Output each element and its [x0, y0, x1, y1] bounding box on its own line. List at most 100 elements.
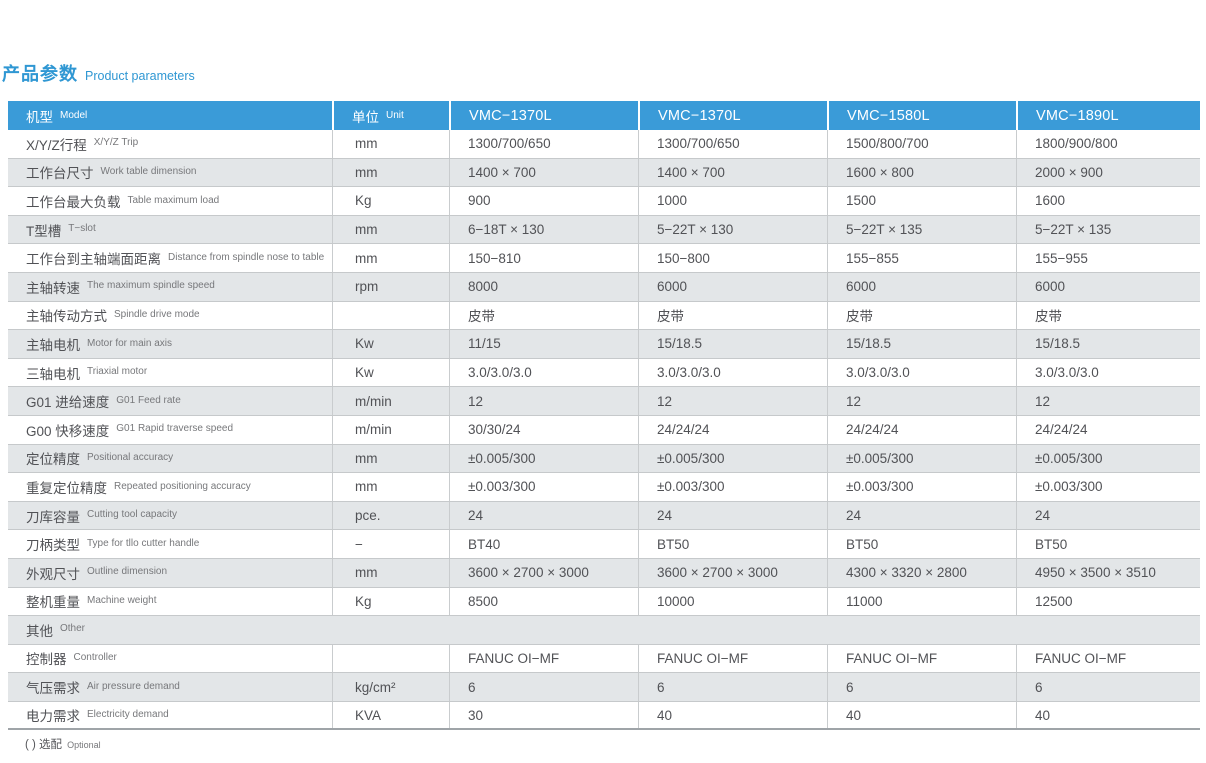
- section-row: 其他 Other: [8, 616, 1200, 645]
- unit-cell: m/min: [332, 387, 449, 415]
- unit-cell: −: [332, 530, 449, 558]
- spec-row: 工作台到主轴端面距离Distance from spindle nose to …: [8, 244, 1200, 273]
- row-label-zh: 定位精度: [26, 448, 80, 468]
- value-cell: 30/30/24: [449, 416, 638, 444]
- value-cell: BT40: [449, 530, 638, 558]
- row-label: 主轴传动方式 Spindle drive mode: [8, 302, 332, 330]
- value-cell: 24: [1016, 502, 1200, 530]
- spec-row: 主轴转速The maximum spindle speedrpm80006000…: [8, 273, 1200, 302]
- header-model-2: VMC−1370L: [638, 101, 827, 130]
- row-label-en: Positional accuracy: [87, 453, 173, 464]
- value-cell: 3.0/3.0/3.0: [638, 359, 827, 387]
- value-cell: 155−855: [827, 244, 1016, 272]
- row-label-en: G01 Rapid traverse speed: [116, 424, 233, 435]
- row-label: 工作台最大负载Table maximum load: [8, 187, 332, 215]
- header-model-en: Model: [60, 110, 87, 121]
- table-header-row: 机型 Model 单位 Unit VMC−1370L VMC−1370L VMC…: [8, 101, 1200, 130]
- row-label: X/Y/Z行程X/Y/Z Trip: [8, 130, 332, 158]
- value-cell: ±0.003/300: [638, 473, 827, 501]
- row-label-zh: 刀库容量: [26, 506, 80, 526]
- value-cell: ±0.003/300: [827, 473, 1016, 501]
- value-cell: 3.0/3.0/3.0: [827, 359, 1016, 387]
- value-cell: 1500: [827, 187, 1016, 215]
- row-label-en: Triaxial motor: [87, 367, 147, 378]
- value-cell: 1300/700/650: [638, 130, 827, 158]
- row-label-zh: 其他: [26, 620, 53, 640]
- spec-row: 重复定位精度 Repeated positioning accuracy mm ±0.…: [8, 473, 1200, 502]
- value-cell: 1600 × 800: [827, 159, 1016, 187]
- row-label: 定位精度 Positional accuracy: [8, 445, 332, 473]
- row-label-en: Outline dimension: [87, 567, 167, 578]
- row-label: 气压需求Air pressure demand: [8, 673, 332, 701]
- header-unit-column: 单位 Unit: [332, 101, 449, 130]
- spec-row: G01 进给速度G01 Feed ratem/min12121212: [8, 387, 1200, 416]
- value-cell: 1500/800/700: [827, 130, 1016, 158]
- value-cell: 10000: [638, 588, 827, 616]
- spec-row: 刀库容量Cutting tool capacitypce.24242424: [8, 502, 1200, 531]
- row-label-zh: 外观尺寸: [26, 563, 80, 583]
- value-cell: 15/18.5: [827, 330, 1016, 358]
- row-label: G00 快移速度G01 Rapid traverse speed: [8, 416, 332, 444]
- value-cell: 8500: [449, 588, 638, 616]
- value-cell: FANUC OI−MF: [1016, 645, 1200, 673]
- value-cell: 1400 × 700: [449, 159, 638, 187]
- value-cell: 40: [1016, 702, 1200, 729]
- value-cell: ±0.005/300: [449, 445, 638, 473]
- value-cell: 30: [449, 702, 638, 729]
- value-cell: 150−800: [638, 244, 827, 272]
- row-label-zh: 三轴电机: [26, 363, 80, 383]
- value-cell: 6000: [638, 273, 827, 301]
- row-label: 外观尺寸 Outline dimension: [8, 559, 332, 587]
- value-cell: 6: [449, 673, 638, 701]
- spec-row: 电力需求Electricity demandKVA30404040: [8, 702, 1200, 731]
- header-model-4: VMC−1890L: [1016, 101, 1200, 130]
- row-label-zh: 重复定位精度: [26, 477, 107, 497]
- value-cell: 1400 × 700: [638, 159, 827, 187]
- value-cell: 皮带: [638, 302, 827, 330]
- value-cell: 3600 × 2700 × 3000: [449, 559, 638, 587]
- value-cell: 15/18.5: [638, 330, 827, 358]
- row-label-en: Spindle drive mode: [114, 310, 200, 321]
- value-cell: 2000 × 900: [1016, 159, 1200, 187]
- value-cell: 24/24/24: [638, 416, 827, 444]
- row-label-en: Machine weight: [87, 596, 156, 607]
- unit-cell: mm: [332, 216, 449, 244]
- value-cell: ±0.005/300: [638, 445, 827, 473]
- row-label-zh: 主轴传动方式: [26, 305, 107, 325]
- spec-row: 三轴电机Triaxial motorKw3.0/3.0/3.03.0/3.0/3…: [8, 359, 1200, 388]
- value-cell: BT50: [1016, 530, 1200, 558]
- row-label-zh: 电力需求: [26, 705, 80, 725]
- page-title-zh: 产品参数: [2, 60, 78, 86]
- spec-row: 控制器ControllerFANUC OI−MFFANUC OI−MFFANUC…: [8, 645, 1200, 674]
- row-label: 控制器Controller: [8, 645, 332, 673]
- unit-cell: mm: [332, 473, 449, 501]
- row-label-en: Type for tllo cutter handle: [87, 539, 199, 550]
- page: 产品参数 Product parameters 机型 Model 单位 Unit…: [0, 0, 1206, 763]
- unit-cell: [332, 645, 449, 673]
- unit-cell: kg/cm²: [332, 673, 449, 701]
- row-label-zh: 主轴电机: [26, 334, 80, 354]
- value-cell: 1800/900/800: [1016, 130, 1200, 158]
- row-label-zh: 控制器: [26, 648, 67, 668]
- value-cell: 1000: [638, 187, 827, 215]
- row-label-en: Motor for main axis: [87, 339, 172, 350]
- row-label-en: Repeated positioning accuracy: [114, 482, 251, 493]
- row-label-zh: G01 进给速度: [26, 391, 109, 411]
- spec-row: X/Y/Z行程X/Y/Z Tripmm1300/700/6501300/700/…: [8, 130, 1200, 159]
- value-cell: 11000: [827, 588, 1016, 616]
- row-label-en: Work table dimension: [101, 167, 197, 178]
- spec-row: 定位精度Positional accuracymm±0.005/300±0.00…: [8, 445, 1200, 474]
- unit-cell: Kg: [332, 588, 449, 616]
- value-cell: 皮带: [1016, 302, 1200, 330]
- value-cell: BT50: [827, 530, 1016, 558]
- row-label-zh: 主轴转速: [26, 277, 80, 297]
- value-cell: 12: [827, 387, 1016, 415]
- row-label-en: Air pressure demand: [87, 682, 180, 693]
- row-label-en: Other: [60, 624, 85, 635]
- footnote-zh: ( ) 选配: [25, 736, 62, 752]
- row-label-zh: 刀柄类型: [26, 534, 80, 554]
- product-parameters-table: 机型 Model 单位 Unit VMC−1370L VMC−1370L VMC…: [8, 101, 1200, 730]
- row-label-en: G01 Feed rate: [116, 396, 180, 407]
- value-cell: 900: [449, 187, 638, 215]
- row-label-en: T−slot: [68, 224, 96, 235]
